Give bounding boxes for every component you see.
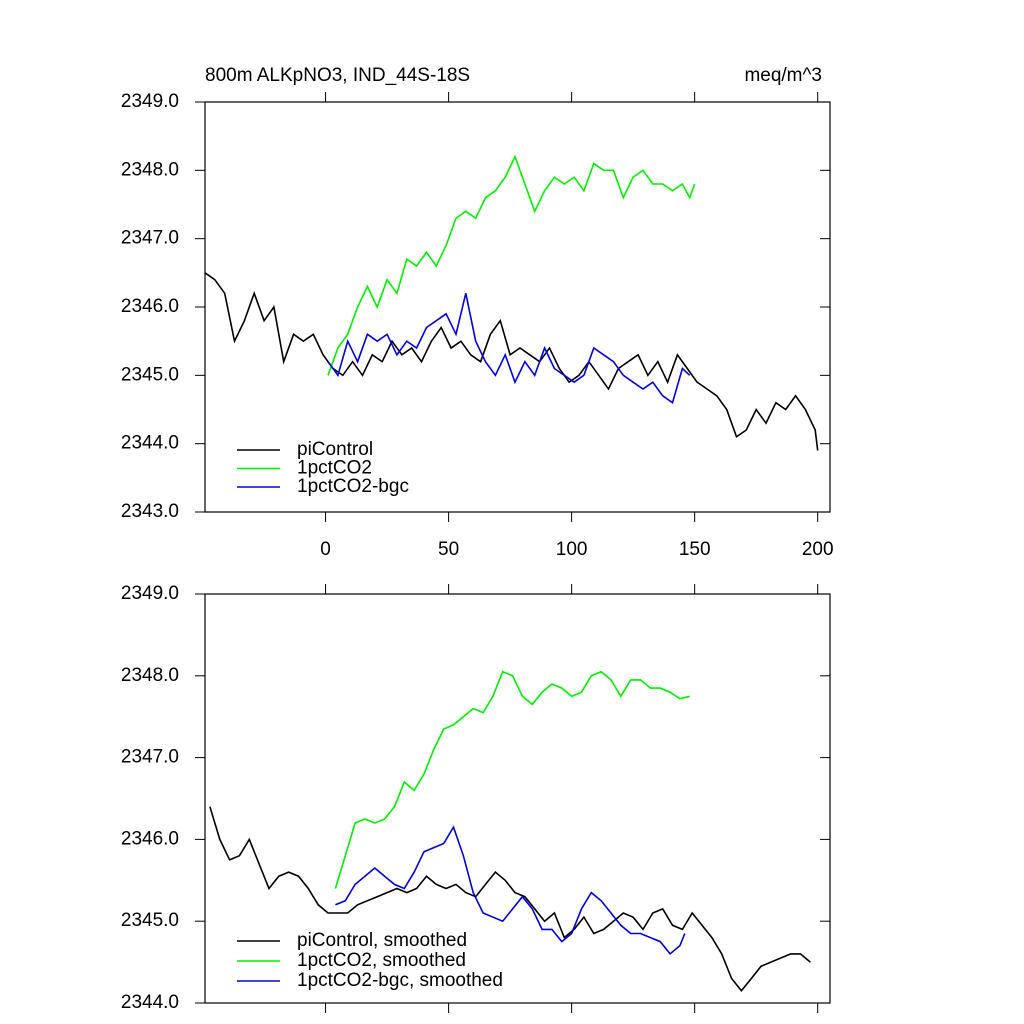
y-tick-label: 2343.0 bbox=[121, 501, 179, 522]
legend-label: piControl bbox=[297, 439, 373, 460]
y-tick-label: 2344.0 bbox=[121, 992, 179, 1013]
y-tick-label: 2346.0 bbox=[121, 296, 179, 317]
x-tick-label: 150 bbox=[679, 539, 711, 560]
y-tick-label: 2347.0 bbox=[121, 228, 179, 249]
legend-label: 1pctCO2-bgc, smoothed bbox=[297, 970, 503, 991]
chart-title: 800m ALKpNO3, IND_44S-18S bbox=[205, 65, 470, 86]
legend-label: 1pctCO2, smoothed bbox=[297, 950, 466, 971]
series-line bbox=[204, 272, 819, 451]
series-line bbox=[209, 806, 811, 992]
series-line bbox=[327, 293, 691, 404]
units-label: meq/m^3 bbox=[744, 65, 822, 86]
x-tick-label: 200 bbox=[802, 539, 834, 560]
y-tick-label: 2349.0 bbox=[121, 91, 179, 112]
y-tick-label: 2348.0 bbox=[121, 665, 179, 686]
series-line bbox=[334, 670, 690, 889]
series-line bbox=[327, 154, 696, 376]
x-tick-label: 100 bbox=[556, 539, 588, 560]
x-tick-label: 50 bbox=[438, 539, 459, 560]
legend-label: 1pctCO2-bgc bbox=[297, 476, 409, 497]
y-tick-label: 2346.0 bbox=[121, 828, 179, 849]
y-tick-label: 2349.0 bbox=[121, 583, 179, 604]
y-tick-label: 2347.0 bbox=[121, 747, 179, 768]
y-tick-label: 2345.0 bbox=[121, 364, 179, 385]
legend-label: piControl, smoothed bbox=[297, 930, 467, 951]
y-tick-label: 2345.0 bbox=[121, 910, 179, 931]
y-tick-label: 2344.0 bbox=[121, 433, 179, 454]
y-tick-label: 2348.0 bbox=[121, 159, 179, 180]
x-tick-label: 0 bbox=[320, 539, 331, 560]
series-line bbox=[335, 825, 686, 956]
legend-label: 1pctCO2 bbox=[297, 458, 372, 479]
plot-frame bbox=[204, 593, 831, 1004]
